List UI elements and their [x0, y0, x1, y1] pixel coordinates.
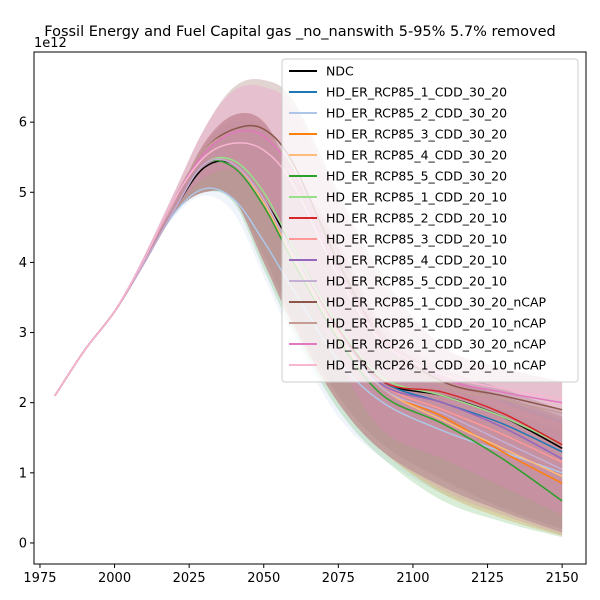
- y-tick-label: 1: [19, 466, 27, 481]
- x-tick-label: 2025: [173, 571, 206, 586]
- x-tick-label: 2125: [471, 571, 504, 586]
- x-tick-label: 2050: [247, 571, 280, 586]
- y-tick-label: 3: [19, 326, 27, 341]
- legend-label: HD_ER_RCP26_1_CDD_30_20_nCAP: [326, 337, 547, 352]
- legend-label: HD_ER_RCP85_4_CDD_20_10: [326, 253, 507, 268]
- legend-label: HD_ER_RCP85_5_CDD_30_20: [326, 169, 507, 184]
- legend-label: HD_ER_RCP85_3_CDD_20_10: [326, 232, 507, 247]
- y-tick-label: 4: [19, 256, 27, 271]
- plot-frame: [33, 51, 587, 565]
- legend-label: NDC: [326, 64, 354, 79]
- x-tick-label: 2100: [396, 571, 429, 586]
- x-tick-label: 2000: [98, 571, 131, 586]
- y-tick-label: 5: [19, 186, 27, 201]
- legend-box: [281, 58, 579, 383]
- legend-label: HD_ER_RCP85_1_CDD_20_10_nCAP: [326, 316, 547, 331]
- y-tick-label: 6: [19, 116, 27, 131]
- legend-label: HD_ER_RCP85_5_CDD_20_10: [326, 274, 507, 289]
- x-tick-label: 1975: [23, 571, 56, 586]
- legend: NDC HD_ER_RCP85_1_CDD_30_20 HD_ER_RCP85_2_…: [281, 58, 579, 383]
- y-tick-label: 2: [19, 396, 27, 411]
- x-tick-label: 2150: [546, 571, 579, 586]
- legend-label: HD_ER_RCP26_1_CDD_20_10_nCAP: [326, 358, 547, 373]
- x-axis: 1975 2000 2025 2050 2075 2100 2125 2150: [23, 564, 579, 586]
- legend-label: HD_ER_RCP85_3_CDD_30_20: [326, 127, 507, 142]
- y-axis: 0 1 2 3 4 5 6: [19, 116, 34, 551]
- legend-label: HD_ER_RCP85_1_CDD_30_20_nCAP: [326, 295, 547, 310]
- legend-label: HD_ER_RCP85_4_CDD_30_20: [326, 148, 507, 163]
- legend-label: HD_ER_RCP85_1_CDD_20_10: [326, 190, 507, 205]
- y-offset-label: 1e12: [34, 36, 67, 51]
- legend-label: HD_ER_RCP85_2_CDD_30_20: [326, 106, 507, 121]
- y-tick-label: 0: [19, 536, 27, 551]
- chart-title: Fossil Energy and Fuel Capital gas _no_n…: [44, 24, 556, 40]
- legend-label: HD_ER_RCP85_1_CDD_30_20: [326, 85, 507, 100]
- x-tick-label: 2075: [322, 571, 355, 586]
- legend-label: HD_ER_RCP85_2_CDD_20_10: [326, 211, 507, 226]
